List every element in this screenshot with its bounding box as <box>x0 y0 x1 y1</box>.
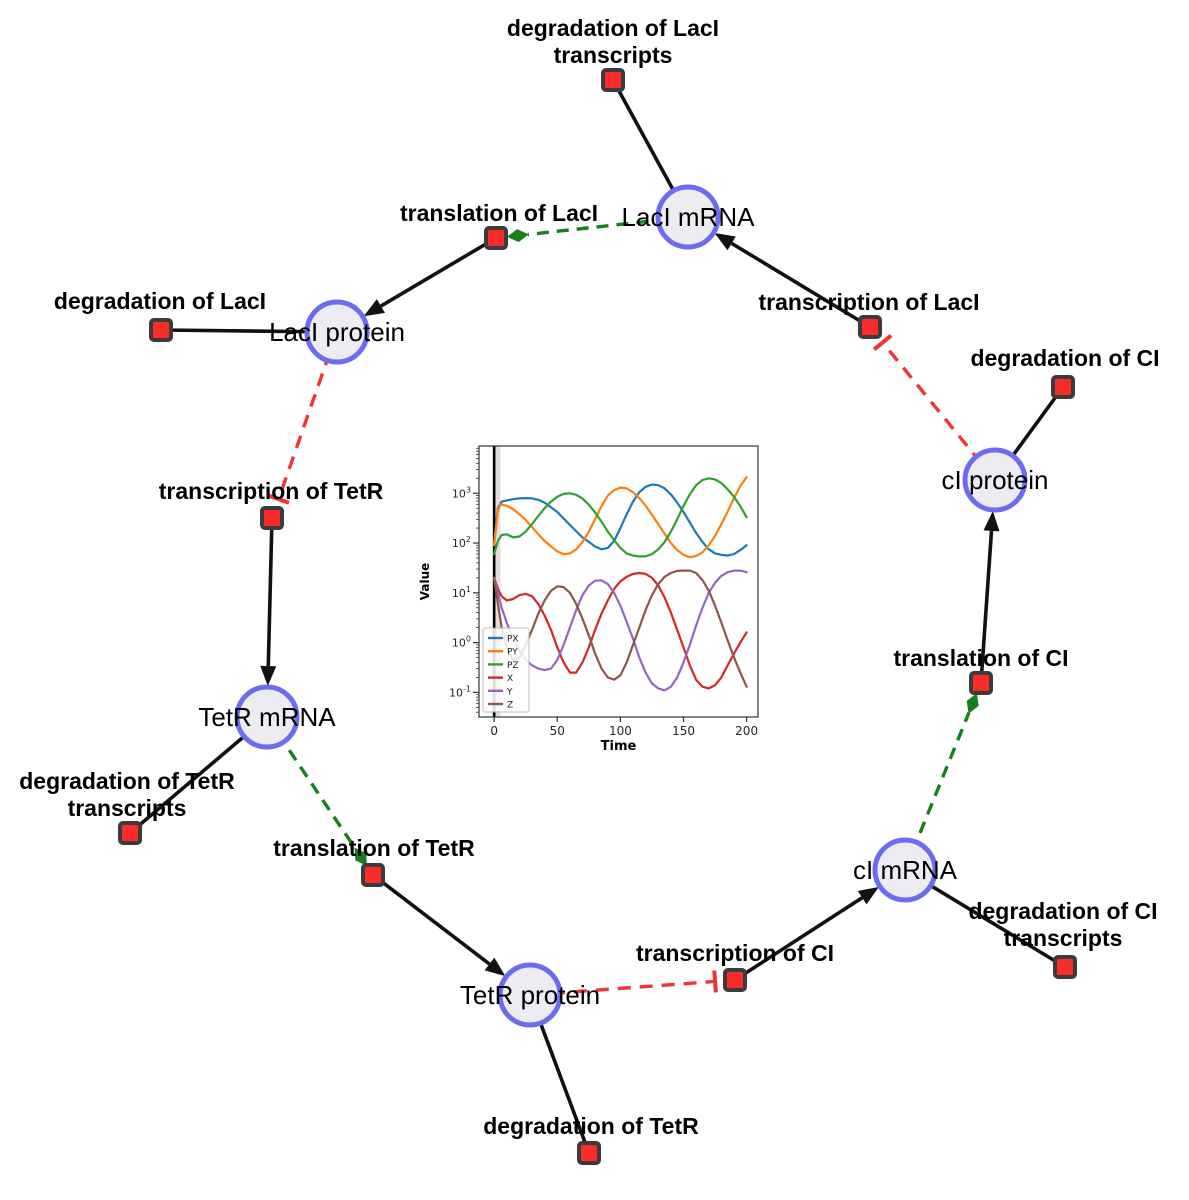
reaction-node-translation-tetr[interactable] <box>361 863 385 887</box>
legend-entry-PZ: PZ <box>507 661 519 671</box>
arrowhead-icon <box>857 886 879 905</box>
chart-x-tick-label: 100 <box>609 724 632 738</box>
legend-entry-Z: Z <box>507 701 513 711</box>
edge-translation-ci-ci-protein <box>979 510 1000 684</box>
arrowhead-icon <box>714 233 736 251</box>
species-node-laci-mrna[interactable] <box>655 184 721 250</box>
species-nodes-layer: LacI mRNA LacI protein TetR mRNA TetR prote… <box>198 184 1049 1028</box>
reaction-node-degradation-laci[interactable] <box>149 318 173 342</box>
species-node-ci-mrna[interactable] <box>872 837 938 903</box>
startup-shaded-span <box>494 446 501 717</box>
chart-y-tick-label: 103 <box>452 485 471 500</box>
reaction-nodes-layer: degradation of LacItranscriptstranslatio… <box>19 15 1160 1165</box>
chart-x-tick-label: 0 <box>490 724 498 738</box>
chart-legend: PX PY PZ XYZ <box>482 627 530 713</box>
species-label-ci-protein: cI protein <box>942 465 1049 495</box>
reaction-label-degradation-ci-transcripts: degradation of CI <box>968 898 1157 924</box>
reaction-node-degradation-laci-transcripts[interactable] <box>601 68 625 92</box>
chart-x-tick-label: 50 <box>550 724 565 738</box>
reaction-node-translation-ci[interactable] <box>969 671 993 695</box>
arrowhead-icon <box>484 957 506 977</box>
chart-y-tick-label: 101 <box>452 585 471 600</box>
reaction-node-transcription-tetr[interactable] <box>260 506 284 530</box>
series-line-PY <box>492 476 748 559</box>
reaction-label-transcription-tetr: transcription of TetR <box>159 478 384 504</box>
edge-transcription-tetr-tetr-mrna <box>260 517 277 687</box>
reaction-label-degradation-laci-transcripts: degradation of LacI <box>507 15 719 41</box>
chart-y-tick-label: 10-1 <box>449 684 471 699</box>
reaction-node-translation-laci[interactable] <box>484 226 508 250</box>
reaction-label-translation-tetr: translation of TetR <box>273 835 475 861</box>
reaction-label-degradation-tetr-transcripts: degradation of TetR <box>19 768 235 794</box>
reaction-node-transcription-laci[interactable] <box>858 315 882 339</box>
species-label-tetr-mrna: TetR mRNA <box>198 702 336 732</box>
species-node-ci-protein[interactable] <box>962 447 1028 513</box>
catalysis-diamond-icon <box>354 847 367 866</box>
reaction-label-degradation-laci: degradation of LacI <box>54 288 266 314</box>
chart-x-tick-label: 150 <box>672 724 695 738</box>
edge-translation-laci-laci-protein <box>363 236 497 317</box>
reaction-node-degradation-tetr[interactable] <box>577 1141 601 1165</box>
chart-y-tick-label: 102 <box>452 535 471 550</box>
reaction-label-degradation-tetr: degradation of TetR <box>483 1113 699 1139</box>
legend-entry-X: X <box>507 674 513 684</box>
chart-plot-area <box>492 446 748 717</box>
catalysis-diamond-icon <box>506 229 529 243</box>
series-line-Y <box>492 569 748 692</box>
reaction-label-transcription-laci: transcription of LacI <box>758 289 979 315</box>
legend-entry-PX: PX <box>507 635 519 645</box>
reaction-label-degradation-ci: degradation of CI <box>970 345 1159 371</box>
edge-translation-tetr-tetr-protein <box>371 873 506 977</box>
series-line-Z <box>492 569 748 688</box>
chart-y-tick-label: 100 <box>452 635 471 650</box>
chart-y-axis-label: Value <box>418 563 432 601</box>
series-line-X <box>492 571 748 690</box>
species-label-ci-mrna: cI mRNA <box>853 855 958 885</box>
series-line-PZ <box>492 477 748 558</box>
species-label-laci-mrna: LacI mRNA <box>622 202 756 232</box>
reaction-node-degradation-ci-transcripts[interactable] <box>1053 955 1077 979</box>
chart-x-tick-label: 200 <box>735 724 758 738</box>
reaction-label-transcription-ci: transcription of CI <box>636 940 834 966</box>
reaction-label-degradation-ci-transcripts: transcripts <box>1004 925 1123 951</box>
reaction-label-translation-laci: translation of LacI <box>400 200 598 226</box>
reaction-node-degradation-ci[interactable] <box>1051 375 1075 399</box>
species-node-tetr-mrna[interactable] <box>234 684 300 750</box>
reaction-label-degradation-tetr-transcripts: transcripts <box>68 795 187 821</box>
catalysis-diamond-icon <box>966 693 979 714</box>
species-label-laci-protein: LacI protein <box>269 317 405 347</box>
reaction-node-degradation-tetr-transcripts[interactable] <box>118 821 142 845</box>
reaction-node-transcription-ci[interactable] <box>723 968 747 992</box>
species-node-tetr-protein[interactable] <box>497 962 563 1028</box>
legend-entry-PY: PY <box>507 648 518 658</box>
inhibition-tee-icon <box>712 970 718 993</box>
edge-transcription-laci-laci-mrna <box>714 233 871 329</box>
species-label-tetr-protein: TetR protein <box>460 980 600 1010</box>
inhibition-tee-icon <box>872 333 893 351</box>
chart-frame <box>478 445 759 718</box>
legend-entry-Y: Y <box>506 687 513 697</box>
reaction-label-degradation-laci-transcripts: transcripts <box>554 42 673 68</box>
inhibition-tee-icon <box>267 493 290 505</box>
arrowhead-icon <box>363 299 385 317</box>
species-node-laci-protein[interactable] <box>304 299 370 365</box>
arrowhead-icon <box>260 665 277 687</box>
chart-x-axis-label: Time <box>601 739 637 754</box>
reaction-label-translation-ci: translation of CI <box>893 645 1068 671</box>
edge-transcription-ci-ci-mrna <box>734 886 879 982</box>
arrowhead-icon <box>983 510 1000 532</box>
